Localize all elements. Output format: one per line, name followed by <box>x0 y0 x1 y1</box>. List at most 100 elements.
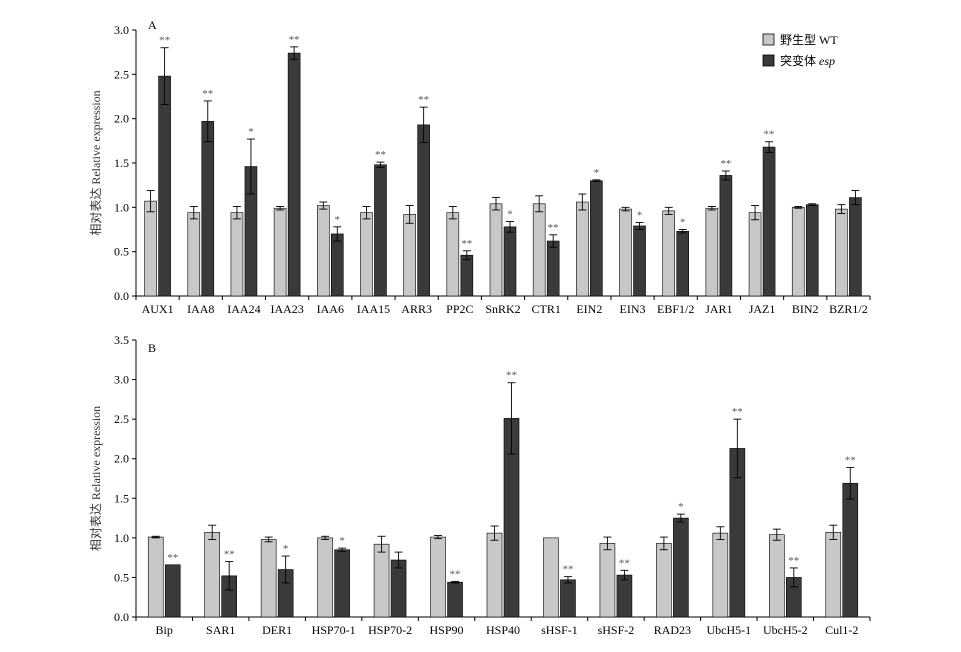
sig-jar1: ** <box>720 158 731 170</box>
y-tick-label: 1.5 <box>114 491 129 505</box>
x-tick-label-shsf-1: sHSF-1 <box>541 623 578 637</box>
x-tick-label-ein2: EIN2 <box>576 302 602 316</box>
x-tick-label-jar1: JAR1 <box>705 302 732 316</box>
sig-arr3: ** <box>418 94 429 106</box>
x-tick-label-jaz1: JAZ1 <box>749 302 776 316</box>
sig-iaa6: * <box>335 214 341 226</box>
bar-wt-hsp40 <box>486 532 503 618</box>
panel-letter: A <box>148 18 157 32</box>
bar-wt-ctr1 <box>532 203 546 297</box>
x-tick-label-ubch5-2: UbcH5-2 <box>763 623 808 637</box>
bar-mutant-rad23 <box>673 517 689 618</box>
sig-pp2c: ** <box>461 238 472 250</box>
y-tick-label: 2.0 <box>114 452 129 466</box>
x-tick-label-iaa23: IAA23 <box>270 302 303 316</box>
legend-wt-label: 野生型 WT <box>780 33 838 47</box>
bar-mutant-aux1 <box>158 75 171 297</box>
x-tick-label-arr3: ARR3 <box>401 302 432 316</box>
y-axis-label: 相对表达 Relative expression <box>89 406 103 551</box>
bar-mutant-hsp70-1 <box>334 549 350 618</box>
panel-a: 0.0 0.5 1.0 1.5 2.0 2.5 3.0 相对表达 Relative expre… <box>89 18 871 316</box>
sig-sar1: ** <box>224 549 235 561</box>
sig-ctr1: ** <box>548 222 559 234</box>
x-tick-label-cul1-2: Cul1-2 <box>825 623 858 637</box>
panel-letter: B <box>148 341 156 355</box>
sig-hsp40: ** <box>506 370 517 382</box>
bar-wt-ubch5-1 <box>712 532 729 618</box>
bar-wt-iaa6 <box>316 205 330 297</box>
sig-ein2: * <box>594 167 600 179</box>
x-tick-label-iaa6: IAA6 <box>317 302 344 316</box>
sig-hsp90: ** <box>450 568 461 580</box>
bar-wt-der1 <box>260 539 277 618</box>
x-tick-label-hsp70-2: HSP70-2 <box>368 623 412 637</box>
legend: 野生型 WT 突变体 esp <box>762 33 838 68</box>
sig-jaz1: ** <box>764 129 775 141</box>
bar-wt-ein2 <box>576 201 589 297</box>
bar-wt-ebf1-2 <box>662 210 676 297</box>
y-tick-label: 2.5 <box>114 412 129 426</box>
x-tick-label-bip: Bip <box>156 623 173 637</box>
bar-wt-snrk2 <box>489 203 503 297</box>
bar-mutant-cul1-2 <box>842 482 859 618</box>
y-tick-label: 0.0 <box>114 610 129 624</box>
bar-mutant-hsp90 <box>447 581 463 618</box>
bar-mutant-iaa8 <box>201 121 215 297</box>
bar-mutant-ein2 <box>590 180 603 297</box>
y-axis-label: 相对表达 Relative expression <box>89 90 103 235</box>
bar-wt-sar1 <box>204 532 220 618</box>
x-tick-label-iaa8: IAA8 <box>187 302 214 316</box>
y-tick-label: 2.5 <box>114 67 129 81</box>
bar-wt-aux1 <box>144 200 157 297</box>
x-tick-label-pp2c: PP2C <box>446 302 473 316</box>
panel-b: 0.0 0.5 1.0 1.5 2.0 2.5 3.0 3.5 相对表达 Relative ex… <box>89 333 871 637</box>
bar-mutant-iaa15 <box>374 164 387 297</box>
bar-wt-rad23 <box>656 543 672 618</box>
bar-mutant-jar1 <box>719 175 733 297</box>
sig-shsf-1: ** <box>562 564 573 576</box>
y-tick-label: 1.0 <box>114 200 129 214</box>
sig-cul1-2: ** <box>845 454 856 466</box>
legend-mutant-italic: esp <box>819 54 835 68</box>
y-tick-label: 3.5 <box>114 333 129 347</box>
bar-wt-hsp70-2 <box>373 543 390 618</box>
bar-mutant-ctr1 <box>546 240 560 297</box>
sig-iaa15: ** <box>375 149 386 161</box>
bar-mutant-bip <box>164 564 181 618</box>
y-tick-label: 0.0 <box>114 289 129 303</box>
bar-wt-jar1 <box>705 207 719 297</box>
x-tick-label-ctr1: CTR1 <box>532 302 561 316</box>
x-tick-label-hsp70-1: HSP70-1 <box>312 623 356 637</box>
y-tick-label: 3.0 <box>114 23 129 37</box>
bar-mutant-shsf-2 <box>616 574 633 618</box>
bar-mutant-shsf-1 <box>560 579 576 618</box>
bar-wt-arr3 <box>403 214 416 297</box>
bar-wt-cul1-2 <box>825 532 842 618</box>
legend-mutant-swatch <box>762 54 775 67</box>
x-tick-label-iaa15: IAA15 <box>357 302 390 316</box>
y-tick-label: 1.0 <box>114 531 129 545</box>
bar-wt-iaa23 <box>273 207 287 297</box>
y-tick-label: 0.5 <box>114 245 129 259</box>
sig-snrk2: * <box>507 209 513 221</box>
x-tick-label-rad23: RAD23 <box>654 623 691 637</box>
x-tick-label-bzr1-2: BZR1/2 <box>829 302 868 316</box>
sig-iaa8: ** <box>202 88 213 100</box>
bar-wt-ubch5-2 <box>769 534 785 618</box>
x-tick-label-aux1: AUX1 <box>142 302 174 316</box>
x-tick-label-hsp40: HSP40 <box>486 623 520 637</box>
sig-ebf1-2: * <box>680 217 686 229</box>
sig-ein3: * <box>637 209 643 221</box>
x-tick-label-iaa24: IAA24 <box>227 302 260 316</box>
x-tick-label-ebf1-2: EBF1/2 <box>657 302 694 316</box>
bar-mutant-iaa6 <box>330 233 344 297</box>
x-tick-label-ubch5-1: UbcH5-1 <box>707 623 752 637</box>
sig-der1: * <box>283 543 289 555</box>
sig-aux1: ** <box>159 35 170 47</box>
bar-mutant-hsp70-2 <box>390 559 407 618</box>
y-tick-label: 1.5 <box>114 156 129 170</box>
legend-wt-swatch <box>762 33 775 46</box>
bar-wt-hsp90 <box>430 536 446 618</box>
x-tick-label-hsp90: HSP90 <box>430 623 464 637</box>
